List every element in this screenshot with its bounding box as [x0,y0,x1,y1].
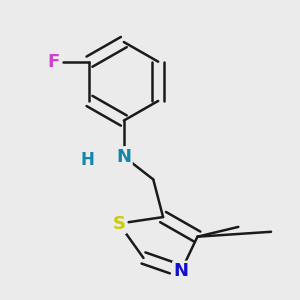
Text: N: N [174,262,189,280]
Text: S: S [112,214,125,232]
Text: H: H [81,151,95,169]
Text: N: N [116,148,131,166]
Text: F: F [47,53,60,71]
Text: H: H [81,151,95,169]
